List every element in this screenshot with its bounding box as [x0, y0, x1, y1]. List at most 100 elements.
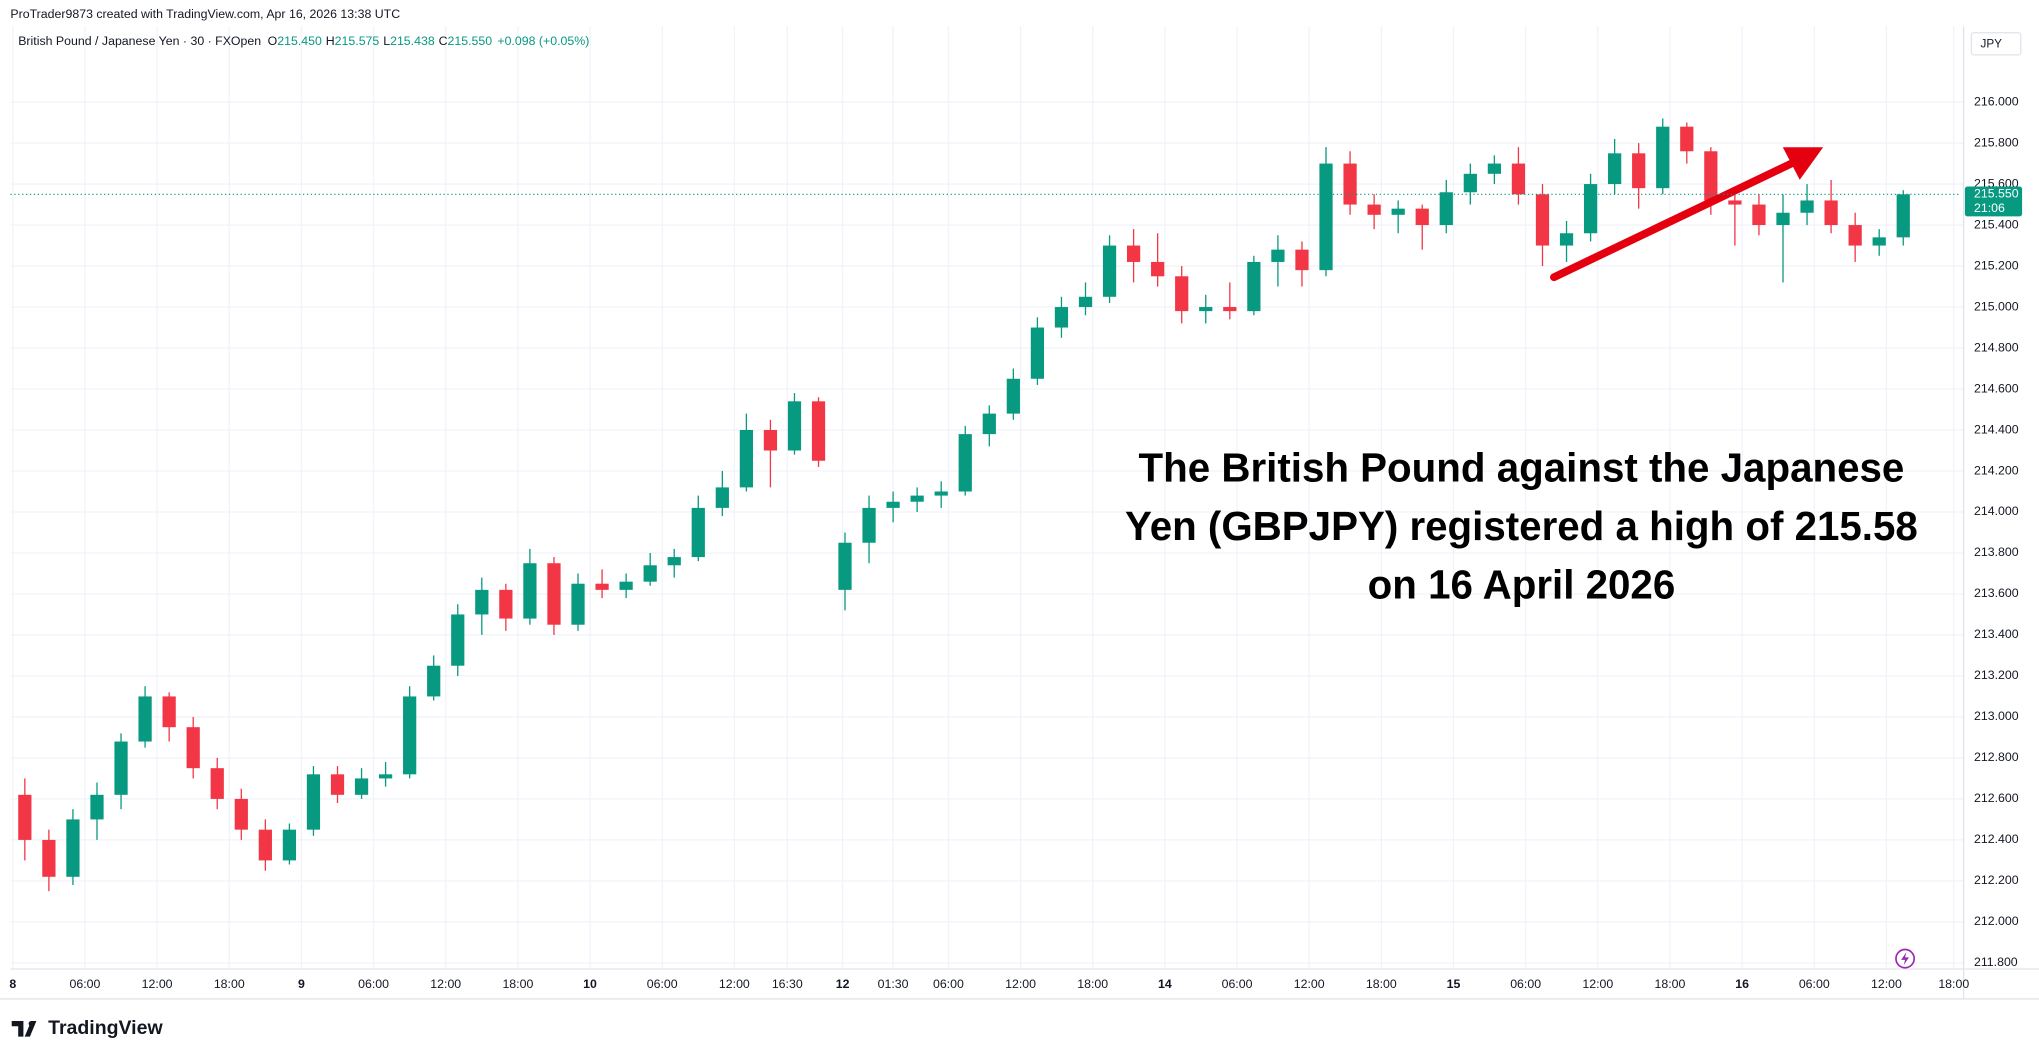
candle-body	[403, 696, 417, 775]
x-tick-label: 8	[9, 977, 16, 991]
y-tick-label: 214.200	[1974, 463, 2019, 477]
x-tick-label: 18:00	[1077, 977, 1108, 991]
y-tick-label: 212.000	[1974, 914, 2019, 928]
x-tick-label: 15	[1447, 977, 1461, 991]
candle-body	[42, 839, 56, 877]
x-tick-label: 12:00	[430, 977, 461, 991]
y-tick-label: 214.000	[1974, 504, 2019, 518]
candle-body	[475, 589, 489, 615]
candle-body	[1319, 163, 1333, 271]
candle-body	[787, 401, 802, 451]
y-tick-label: 212.800	[1974, 750, 2019, 764]
candle-body	[282, 829, 297, 861]
annotation-arrow	[1550, 147, 1824, 282]
y-tick-label: 214.600	[1974, 381, 2019, 395]
annotation: The British Pound against the Japanese Ye…	[1125, 446, 1918, 608]
ohlc-value: 215.450	[277, 34, 322, 48]
x-tick-label: 12:00	[719, 977, 750, 991]
candle-body	[427, 665, 441, 697]
y-tick-label: 213.000	[1974, 709, 2019, 723]
y-tick-label: 215.000	[1974, 299, 2019, 313]
x-tick-label: 01:30	[878, 977, 909, 991]
candle-body	[306, 774, 321, 830]
candle-body	[715, 487, 729, 508]
candle-body	[1728, 200, 1742, 205]
candle-body	[862, 507, 876, 543]
candle-body	[138, 696, 152, 742]
candle-body	[1583, 184, 1598, 234]
candle-body	[18, 794, 32, 840]
x-tick-label: 12	[836, 977, 850, 991]
candle-body	[691, 507, 705, 558]
candle-body	[1126, 245, 1141, 262]
candle-body	[934, 491, 948, 496]
candle-body	[1680, 126, 1694, 152]
candle-body	[66, 819, 80, 877]
arrow-shaft	[1550, 154, 1805, 282]
candle-body	[1656, 126, 1670, 189]
y-tick-label: 214.400	[1974, 422, 2019, 436]
candle-body	[1704, 151, 1718, 201]
credit: ProTrader9873 created with TradingView.c…	[10, 7, 400, 21]
last-price-tag	[1964, 186, 2023, 217]
candle-body	[1872, 237, 1886, 246]
candle-body	[451, 614, 465, 666]
y-tick-label: 215.400	[1974, 217, 2019, 231]
y-tick-label: 213.400	[1974, 627, 2019, 641]
candle-body	[1102, 245, 1117, 297]
x-tick-label: 12:00	[1582, 977, 1613, 991]
y-tick-label: 211.800	[1974, 955, 2018, 969]
candle-body	[1223, 307, 1237, 312]
ohlc-key: O	[268, 34, 278, 48]
candle-body	[643, 565, 657, 582]
candle-body	[982, 413, 996, 435]
candle-body	[1632, 153, 1646, 189]
candle-body	[1511, 163, 1526, 195]
candle-body	[811, 401, 826, 461]
x-tick-label: 10	[583, 977, 597, 991]
x-tick-label: 06:00	[933, 977, 964, 991]
arrow-head	[1782, 147, 1824, 180]
symbol-legend: British Pound / Japanese Yen · 30 · FXOp…	[18, 34, 589, 48]
alert-icon-bolt	[1901, 952, 1909, 966]
y-tick-label: 212.200	[1974, 873, 2019, 887]
brand-logo	[11, 1021, 37, 1037]
x-tick-label: 12:00	[1005, 977, 1036, 991]
x-tick-label: 18:00	[1366, 977, 1397, 991]
candle-body	[354, 778, 369, 795]
y-tick-label: 213.800	[1974, 545, 2019, 559]
x-tick-label: 16:30	[772, 977, 803, 991]
annotation-line: on 16 April 2026	[1368, 563, 1676, 608]
candle-body	[1535, 194, 1550, 246]
x-tick-label: 18:00	[214, 977, 245, 991]
candle-body	[1247, 261, 1261, 312]
candle-body	[1896, 194, 1910, 238]
candle-body	[378, 774, 393, 779]
x-tick-label: 12:00	[142, 977, 173, 991]
candle-body	[958, 434, 972, 492]
x-tick-label: 06:00	[647, 977, 678, 991]
candle-body	[523, 563, 537, 619]
currency-box[interactable]	[1970, 32, 2022, 56]
candle-body	[739, 430, 753, 488]
candle-body	[910, 495, 924, 502]
currency[interactable]: JPY	[1980, 38, 2002, 51]
candle-body	[1415, 208, 1429, 226]
y-tick-label: 214.800	[1974, 340, 2019, 354]
candle-body	[90, 794, 104, 820]
price-change: +0.098 (+0.05%)	[497, 34, 589, 48]
candle-body	[1175, 276, 1189, 312]
x-tick-label: 18:00	[502, 977, 533, 991]
y-tick-label: 216.000	[1974, 94, 2019, 108]
x-tick-label: 06:00	[1510, 977, 1541, 991]
candle-body	[1271, 249, 1285, 262]
ohlc-value: 215.550	[448, 34, 493, 48]
x-tick-label: 06:00	[358, 977, 389, 991]
candle-body	[1752, 204, 1766, 226]
candle-body	[1199, 307, 1213, 312]
candle-body	[330, 774, 345, 795]
candle-body	[1295, 249, 1309, 271]
candle-body	[667, 557, 681, 566]
